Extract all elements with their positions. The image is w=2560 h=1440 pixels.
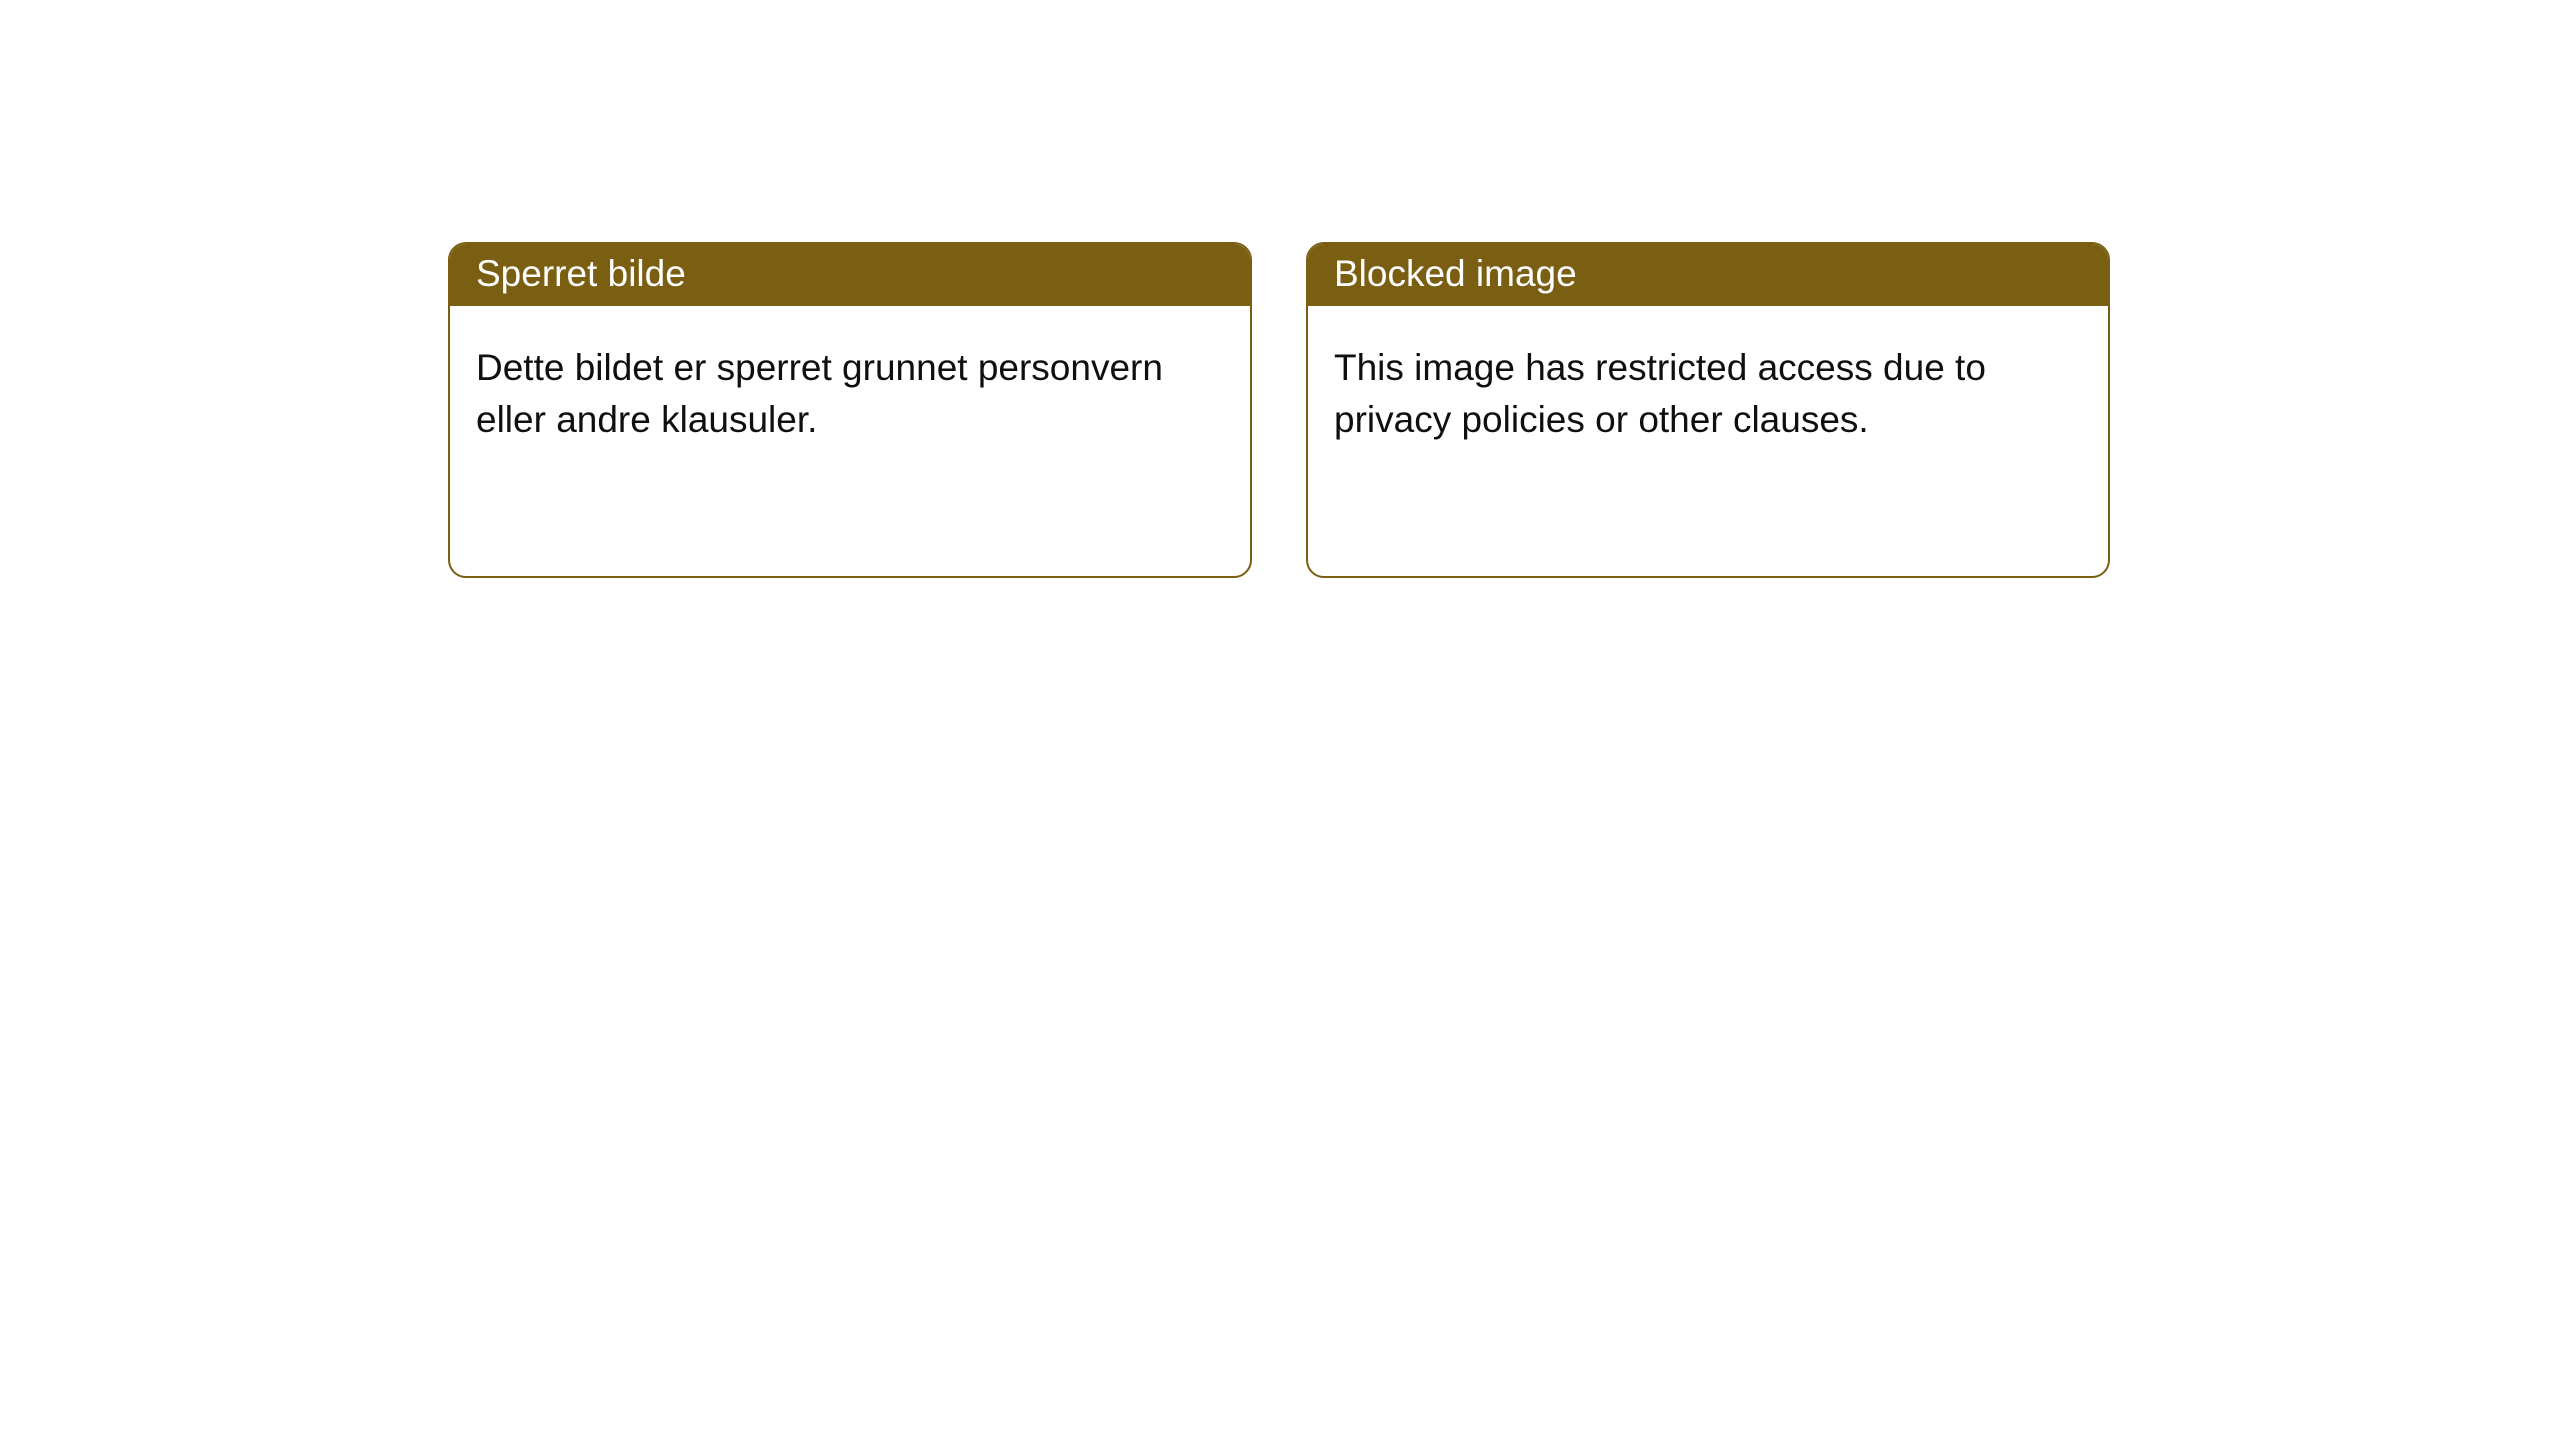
card-blocked-image-en: Blocked image This image has restricted …: [1306, 242, 2110, 578]
card-title: Blocked image: [1334, 253, 1577, 294]
card-body-text: Dette bildet er sperret grunnet personve…: [476, 347, 1163, 440]
card-header: Blocked image: [1308, 244, 2108, 306]
card-blocked-image-no: Sperret bilde Dette bildet er sperret gr…: [448, 242, 1252, 578]
card-body: This image has restricted access due to …: [1308, 306, 2108, 472]
card-body-text: This image has restricted access due to …: [1334, 347, 1986, 440]
card-body: Dette bildet er sperret grunnet personve…: [450, 306, 1250, 472]
cards-container: Sperret bilde Dette bildet er sperret gr…: [0, 0, 2560, 578]
card-header: Sperret bilde: [450, 244, 1250, 306]
card-title: Sperret bilde: [476, 253, 686, 294]
